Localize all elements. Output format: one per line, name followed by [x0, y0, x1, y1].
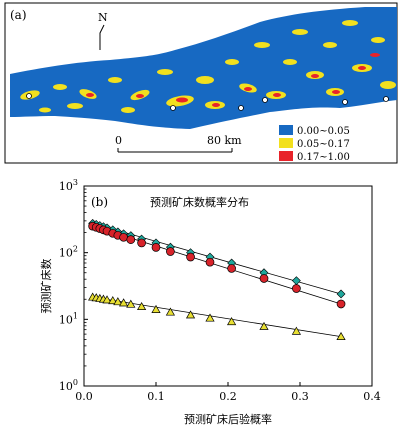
data-point-circle — [119, 232, 128, 242]
data-point-circle — [205, 257, 215, 267]
y-tick-label: 101 — [59, 311, 78, 326]
scale-distance: 80 km — [207, 134, 242, 147]
data-point-circle — [137, 238, 146, 248]
data-point-diamond — [291, 276, 301, 286]
legend-swatch-low — [279, 125, 293, 135]
probability-map-panel: (a) N — [4, 2, 398, 164]
data-point-diamond — [336, 289, 346, 299]
legend-swatch-medium — [279, 138, 293, 148]
data-point-circle — [186, 252, 195, 262]
north-label: N — [98, 11, 108, 24]
legend-label-low: 0.00~0.05 — [297, 126, 350, 137]
data-point-circle — [336, 299, 346, 309]
data-point-triangle — [102, 295, 112, 304]
deposit-markers — [26, 93, 389, 111]
series-trend-line — [92, 296, 342, 338]
y-tick-exponent: 2 — [73, 245, 78, 254]
y-tick-base: 10 — [59, 247, 73, 260]
series-layer — [88, 218, 346, 340]
data-point-circle — [259, 274, 269, 283]
data-point-triangle — [259, 321, 269, 330]
x-tick-label: 0.0 — [75, 390, 93, 403]
y-tick-base: 10 — [59, 180, 73, 193]
deposit-probability-chart: (b) 预测矿床数概率分布 预测矿床后验概率 预测矿床数 0.0 0.1 0.2 0.… — [39, 178, 381, 426]
scale-bar: 0 80 km — [115, 134, 242, 153]
chart-panel-label: (b) — [91, 195, 108, 209]
low-probability-area — [10, 7, 397, 129]
data-point-triangle — [165, 307, 176, 316]
plot-frame — [83, 185, 373, 387]
legend-label-medium: 0.05~0.17 — [297, 139, 350, 150]
data-point-triangle — [126, 299, 136, 308]
legend-label-high: 0.17~1.00 — [297, 152, 350, 163]
data-point-circle — [126, 235, 136, 244]
map-panel-label: (a) — [10, 8, 27, 22]
data-point-circle — [292, 284, 301, 293]
x-axis-ticks: 0.0 0.1 0.2 0.3 0.4 — [75, 382, 381, 403]
y-tick-label: 103 — [59, 178, 78, 193]
data-point-triangle — [291, 326, 302, 335]
y-tick-exponent: 0 — [73, 378, 78, 387]
north-arrow-icon: N — [98, 11, 108, 50]
data-point-triangle — [336, 331, 346, 340]
y-tick-exponent: 3 — [73, 178, 78, 187]
y-axis-label: 预测矿床数 — [39, 259, 53, 314]
y-tick-base: 10 — [59, 380, 73, 393]
y-tick-label: 102 — [59, 245, 78, 260]
data-point-triangle — [108, 296, 118, 305]
x-tick-label: 0.4 — [363, 390, 381, 403]
y-tick-label: 100 — [59, 378, 78, 393]
data-point-triangle — [113, 297, 123, 306]
y-tick-exponent: 1 — [73, 311, 78, 320]
x-tick-label: 0.3 — [291, 390, 309, 403]
scale-zero: 0 — [115, 134, 122, 147]
data-point-triangle — [185, 310, 196, 319]
x-tick-label: 0.1 — [147, 390, 165, 403]
map-region — [10, 7, 397, 129]
data-point-circle — [227, 264, 236, 273]
data-point-triangle — [136, 301, 147, 310]
data-point-triangle — [151, 304, 161, 313]
chart-title: 预测矿床数概率分布 — [150, 195, 249, 209]
data-point-triangle — [205, 313, 215, 322]
data-point-circle — [151, 243, 161, 252]
data-point-circle — [166, 247, 175, 256]
x-tick-label: 0.2 — [219, 390, 237, 403]
x-axis-label: 预测矿床后验概率 — [184, 412, 272, 426]
map-legend: 0.00~0.05 0.05~0.17 0.17~1.00 — [279, 125, 350, 163]
y-tick-base: 10 — [59, 313, 73, 326]
data-point-triangle — [226, 317, 237, 326]
data-point-triangle — [118, 298, 129, 307]
legend-swatch-high — [279, 151, 293, 161]
high-probability-areas — [86, 53, 380, 107]
